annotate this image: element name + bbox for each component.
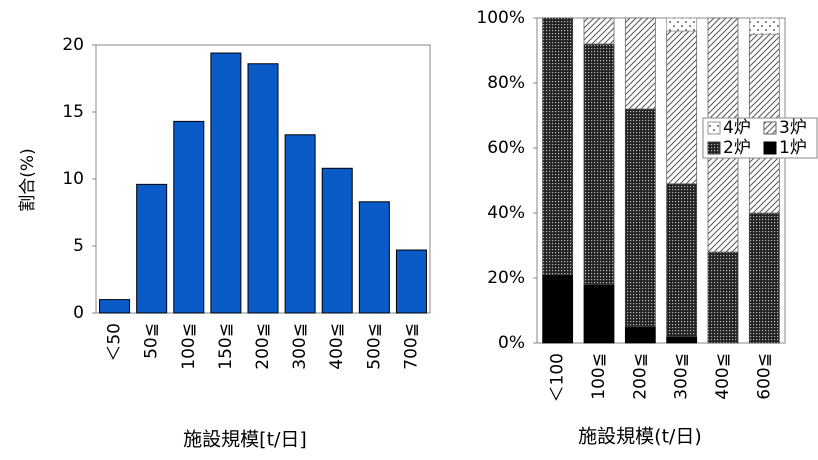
bar-segment bbox=[542, 17, 574, 276]
x-axis-title: 施設規模(t/日) bbox=[578, 426, 702, 448]
x-tick-label: 700≦ bbox=[401, 323, 421, 370]
y-tick-label: 10 bbox=[62, 169, 84, 189]
legend-swatch bbox=[763, 141, 777, 155]
y-tick-label: 40% bbox=[487, 203, 525, 223]
legend-label: 4炉 bbox=[723, 118, 751, 138]
legend-label: 3炉 bbox=[779, 118, 807, 138]
x-tick-label: 600≦ bbox=[754, 353, 774, 400]
x-tick-label: 200≦ bbox=[253, 323, 273, 370]
bar bbox=[99, 299, 131, 314]
x-tick-label: 400≦ bbox=[713, 353, 733, 400]
x-tick-label: 100≦ bbox=[589, 353, 609, 400]
y-tick-label: 5 bbox=[73, 236, 84, 256]
y-tick-label: 80% bbox=[487, 73, 525, 93]
bar-segment bbox=[666, 30, 698, 185]
bar bbox=[321, 167, 353, 314]
y-tick-label: 100% bbox=[476, 8, 525, 28]
bar bbox=[395, 249, 427, 314]
bar-segment bbox=[748, 17, 780, 35]
bar-segment bbox=[583, 43, 615, 285]
bar bbox=[173, 120, 205, 314]
bar bbox=[210, 52, 242, 314]
x-tick-label: 300≦ bbox=[672, 353, 692, 400]
bar-segment bbox=[583, 17, 615, 45]
bar-segment bbox=[666, 17, 698, 32]
x-tick-label: ＜100 bbox=[548, 353, 568, 402]
bar-segment bbox=[707, 251, 739, 344]
x-tick-label: 200≦ bbox=[630, 353, 650, 400]
bar bbox=[136, 183, 168, 314]
bar-segment bbox=[624, 17, 656, 110]
x-tick-label: 500≦ bbox=[364, 323, 384, 370]
bar-segment bbox=[666, 336, 698, 344]
bar-segment bbox=[624, 326, 656, 344]
legend-label: 1炉 bbox=[779, 138, 807, 158]
bar-segment bbox=[748, 212, 780, 344]
bar-segment bbox=[666, 183, 698, 337]
x-tick-label: 300≦ bbox=[290, 323, 310, 370]
y-axis-title: 割合(%) bbox=[18, 148, 38, 211]
legend-label: 2炉 bbox=[723, 138, 751, 158]
x-axis-title: 施設規模[t/日] bbox=[183, 429, 307, 451]
y-tick-label: 15 bbox=[62, 102, 84, 122]
legend-swatch bbox=[763, 121, 777, 135]
bar bbox=[358, 201, 390, 314]
legend-swatch bbox=[707, 121, 721, 135]
x-tick-label: ＜50 bbox=[105, 323, 125, 362]
x-tick-label: 400≦ bbox=[327, 323, 347, 370]
x-tick-label: 100≦ bbox=[179, 323, 199, 370]
bar bbox=[284, 134, 316, 314]
plot-frame bbox=[536, 17, 786, 344]
legend-swatch bbox=[707, 141, 721, 155]
x-tick-label: 150≦ bbox=[216, 323, 236, 370]
y-tick-label: 20% bbox=[487, 268, 525, 288]
y-tick-label: 0% bbox=[498, 333, 525, 353]
y-tick-label: 20 bbox=[62, 35, 84, 55]
y-tick-label: 0 bbox=[73, 303, 84, 323]
x-tick-label: 50≦ bbox=[142, 323, 162, 359]
bar-segment bbox=[542, 274, 574, 344]
bar-segment bbox=[624, 108, 656, 328]
bar bbox=[247, 63, 279, 314]
legend-box bbox=[702, 117, 818, 159]
bar-segment bbox=[583, 284, 615, 344]
y-tick-label: 60% bbox=[487, 138, 525, 158]
